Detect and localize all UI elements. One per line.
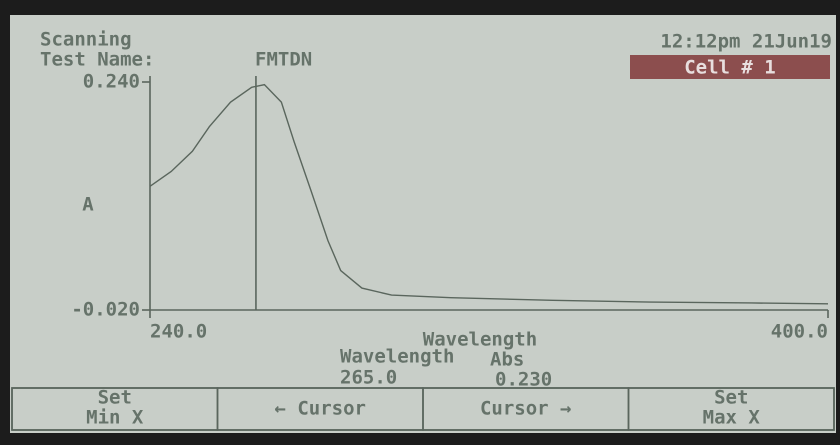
y-axis-label: A bbox=[82, 194, 94, 216]
x-axis-label: Wavelength bbox=[423, 329, 537, 351]
softkey-label: Max X bbox=[703, 407, 761, 429]
screen: Scanning Test Name: FMTDN 12:12pm 21Jun1… bbox=[0, 0, 840, 445]
y-tick-label: -0.020 bbox=[71, 299, 140, 321]
test-name: FMTDN bbox=[255, 49, 312, 71]
x-tick-label: 400.0 bbox=[771, 321, 828, 343]
test-name-label: Test Name: bbox=[40, 49, 154, 71]
cell: Cell # 1 bbox=[684, 57, 776, 79]
softkey-label: Set bbox=[714, 387, 748, 409]
softkey-label: ← Cursor bbox=[274, 398, 366, 420]
readout-abs-label: Abs bbox=[490, 349, 524, 371]
softkey-label: Set bbox=[98, 387, 132, 409]
readout-wavelength: 265.0 bbox=[340, 367, 397, 389]
page: Scanning Test Name: FMTDN 12:12pm 21Jun1… bbox=[0, 0, 840, 445]
y-tick-label: 0.240 bbox=[83, 71, 140, 93]
softkey-label: Min X bbox=[86, 407, 144, 429]
datetime: 12:12pm 21Jun19 bbox=[660, 31, 832, 53]
x-tick-label: 240.0 bbox=[150, 321, 207, 343]
softkey-label: Cursor → bbox=[480, 398, 572, 420]
status: Scanning bbox=[40, 29, 132, 51]
